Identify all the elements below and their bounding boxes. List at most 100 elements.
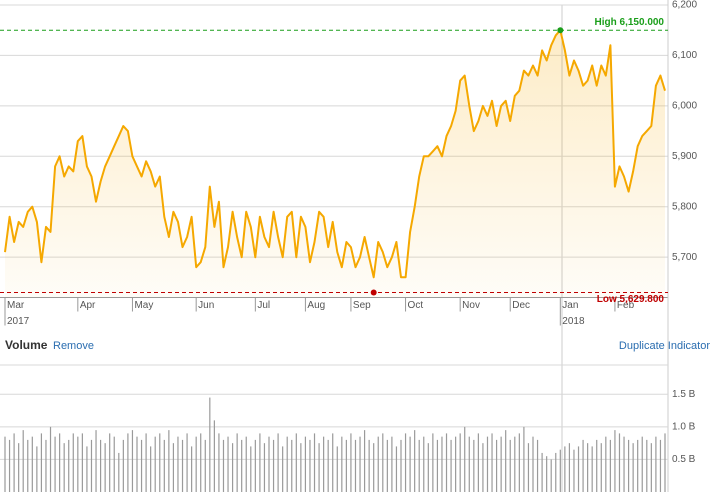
volume-bar <box>332 433 334 492</box>
y-tick-label: 6,100 <box>672 50 697 61</box>
volume-bar <box>272 439 275 492</box>
remove-button[interactable]: Remove <box>53 340 94 352</box>
volume-bar <box>491 433 493 492</box>
volume-bar <box>350 433 352 492</box>
volume-bar <box>304 436 307 492</box>
volume-bar <box>204 439 206 492</box>
volume-bar <box>159 433 161 492</box>
volume-bar <box>354 439 357 492</box>
x-tick-label: Oct <box>408 300 424 311</box>
volume-bar <box>195 436 197 492</box>
volume-bar <box>222 439 225 492</box>
x-tick-label: May <box>134 300 153 311</box>
volume-bar <box>95 430 97 492</box>
volume-bar <box>172 443 175 492</box>
volume-bar <box>323 436 325 492</box>
volume-bar <box>254 439 256 492</box>
reference-dot <box>370 289 377 296</box>
y-tick-label: 5,800 <box>672 201 697 212</box>
volume-bar <box>377 436 379 492</box>
volume-bar <box>450 439 452 492</box>
volume-bar <box>177 436 179 492</box>
volume-bar <box>145 433 147 492</box>
volume-bar <box>600 443 602 492</box>
volume-bar <box>373 443 375 492</box>
volume-bar <box>359 436 361 492</box>
volume-bar <box>295 433 297 492</box>
volume-bar <box>482 443 484 492</box>
volume-bar <box>191 446 193 492</box>
x-tick-label: Jan <box>562 300 578 311</box>
volume-bar <box>650 443 652 492</box>
volume-bar <box>641 436 643 492</box>
x-tick-label: Jun <box>198 300 214 311</box>
x-tick-label: Apr <box>80 300 96 311</box>
volume-bar <box>655 436 657 492</box>
volume-bar <box>72 433 74 492</box>
volume-bar <box>231 443 234 492</box>
volume-bar <box>527 443 530 492</box>
volume-bar <box>532 436 534 492</box>
y-tick-label: 6,200 <box>672 0 697 11</box>
volume-bar <box>277 433 279 492</box>
volume-bar <box>163 439 165 492</box>
volume-bar <box>609 439 611 492</box>
volume-bar <box>54 436 56 492</box>
volume-bar <box>113 436 115 492</box>
y-tick-label: 1.5 B <box>672 389 696 400</box>
volume-bar <box>300 443 302 492</box>
volume-bar <box>550 459 552 492</box>
volume-bar <box>618 433 621 492</box>
volume-bar <box>659 439 662 492</box>
volume-bar <box>546 456 548 492</box>
volume-bar <box>386 439 388 492</box>
volume-bar <box>68 439 70 492</box>
volume-bar <box>573 449 575 492</box>
volume-bar <box>582 439 584 492</box>
volume-bar <box>509 439 511 492</box>
volume-bar <box>154 436 156 492</box>
volume-bar <box>291 439 293 492</box>
volume-bar <box>523 426 525 492</box>
volume-bar <box>455 436 457 492</box>
volume-bar <box>150 446 152 492</box>
reference-label: High 6,150.000 <box>595 17 665 28</box>
volume-bar <box>286 436 288 492</box>
volume-bar <box>27 439 29 492</box>
volume-bar <box>209 397 211 492</box>
volume-bar <box>614 430 616 492</box>
volume-bar <box>486 436 489 492</box>
volume-bar <box>4 436 6 492</box>
volume-bar <box>368 439 370 492</box>
volume-bar <box>363 430 366 492</box>
volume-bar <box>118 452 120 492</box>
volume-bar <box>627 439 630 492</box>
volume-bar <box>31 436 33 492</box>
volume-bar <box>63 443 65 492</box>
x-tick-label: Mar <box>7 300 25 311</box>
volume-bar <box>49 426 52 492</box>
volume-bar <box>81 433 83 492</box>
volume-bar <box>186 433 188 492</box>
volume-bar <box>140 439 143 492</box>
volume-bar <box>495 439 498 492</box>
volume-bar <box>445 433 448 492</box>
volume-bar <box>623 436 625 492</box>
y-tick-label: 6,000 <box>672 101 697 112</box>
volume-bar <box>213 420 215 492</box>
y-tick-label: 0.5 B <box>672 454 696 465</box>
volume-bar <box>313 433 316 492</box>
volume-bar <box>391 436 393 492</box>
volume-bar <box>436 439 439 492</box>
volume-bar <box>555 452 557 492</box>
volume-bar <box>427 443 429 492</box>
price-area <box>5 30 665 298</box>
duplicate-indicator-button[interactable]: Duplicate Indicator <box>619 340 710 352</box>
volume-bar <box>8 439 11 492</box>
volume-bar <box>646 439 648 492</box>
volume-bar <box>327 439 329 492</box>
volume-bar <box>514 436 516 492</box>
volume-bar <box>541 452 543 492</box>
volume-bar <box>127 433 129 492</box>
